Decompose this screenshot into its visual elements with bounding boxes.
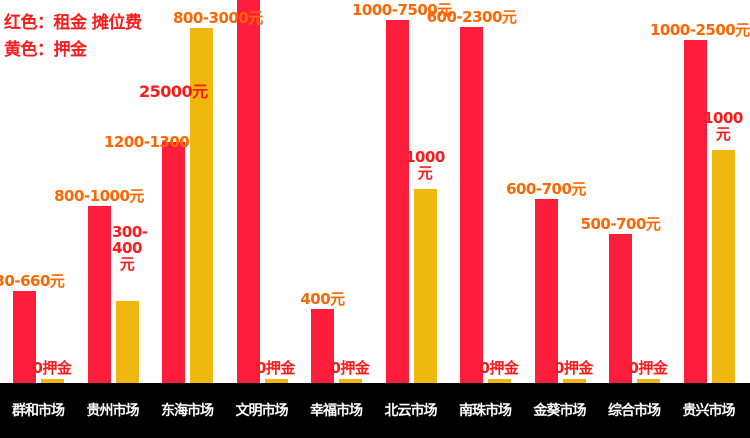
rent-data-label: 1000-2500元	[650, 20, 750, 39]
deposit-data-label: 1000元	[405, 147, 445, 182]
rent-bar	[87, 205, 111, 383]
rent-data-label: 800-1000元	[54, 186, 144, 205]
deposit-data-label: 0押金	[32, 358, 72, 377]
deposit-data-label: 0押金	[479, 358, 519, 377]
deposit-bar	[190, 28, 213, 383]
category-label: 金葵市场	[533, 403, 587, 419]
legend-line-rent: 红色：租金 摊位费	[4, 8, 142, 33]
rent-bar	[13, 290, 36, 383]
category-axis-band	[0, 383, 750, 438]
category-label: 贵州市场	[86, 403, 140, 419]
deposit-bar	[41, 378, 64, 383]
rent-bar	[683, 39, 707, 383]
deposit-bar	[711, 150, 735, 383]
rent-bar	[460, 26, 483, 383]
deposit-data-label: 0押金	[256, 358, 295, 377]
deposit-data-label: 0押金	[330, 358, 370, 377]
rent-bar	[609, 234, 632, 383]
deposit-bar	[339, 378, 362, 383]
deposit-data-label: 25000元	[139, 82, 208, 101]
rent-bar	[162, 141, 185, 383]
deposit-bar	[115, 300, 139, 383]
extra-data-label: 800-3000元	[173, 9, 263, 27]
deposit-bar	[264, 378, 288, 383]
deposit-bar	[488, 378, 511, 383]
deposit-data-label: 1000元	[703, 109, 743, 144]
rent-bar	[385, 19, 409, 383]
deposit-bar	[413, 188, 437, 383]
deposit-data-label: 300-400元	[112, 222, 148, 273]
rent-data-label: 430-660元	[0, 271, 65, 290]
legend-rent-color-label: 红色：	[4, 13, 54, 33]
legend-line-deposit: 黄色：押金	[4, 35, 87, 60]
category-label: 幸福市场	[310, 403, 363, 419]
category-label: 南珠市场	[459, 403, 512, 419]
rent-data-label: 1000-7500元	[352, 0, 452, 19]
deposit-data-label: 0押金	[628, 358, 668, 377]
legend-rent-text: 租金 摊位费	[53, 13, 142, 33]
category-label: 综合市场	[608, 403, 661, 419]
rent-data-label: 600-700元	[506, 179, 586, 198]
category-label: 文明市场	[235, 403, 289, 419]
deposit-data-label: 0押金	[554, 358, 593, 377]
category-label: 贵兴市场	[682, 403, 736, 419]
deposit-bar	[637, 378, 660, 383]
category-label: 北云市场	[384, 403, 438, 419]
category-label: 群和市场	[12, 403, 65, 419]
deposit-bar	[562, 378, 586, 383]
legend-deposit-color-label: 黄色：	[4, 40, 54, 60]
rent-data-label: 400元	[300, 290, 345, 309]
rent-data-label: 500-700元	[580, 215, 661, 234]
legend-deposit-text: 押金	[53, 40, 88, 60]
rent-bar	[236, 0, 260, 383]
rent-data-label: 1200-1300元	[104, 133, 204, 151]
rent-bar	[534, 198, 558, 383]
rent-data-label: 600-2300元	[426, 7, 517, 26]
rent-bar	[311, 309, 334, 383]
category-label: 东海市场	[161, 403, 214, 419]
